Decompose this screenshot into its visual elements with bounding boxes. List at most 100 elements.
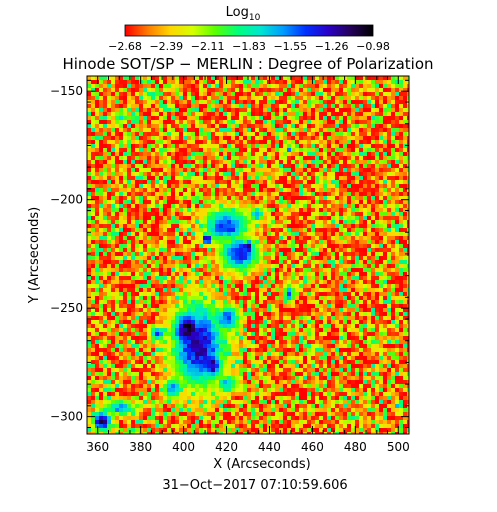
heatmap-cell (391, 220, 396, 225)
heatmap-cell (279, 92, 284, 97)
heatmap-cell (115, 76, 120, 81)
heatmap-cell (115, 124, 120, 129)
heatmap-cell (275, 80, 280, 85)
heatmap-cell (399, 268, 404, 273)
heatmap-cell (279, 284, 284, 289)
heatmap-cell (159, 256, 164, 261)
heatmap-cell (335, 288, 340, 293)
heatmap-cell (159, 232, 164, 237)
heatmap-cell (151, 136, 156, 141)
heatmap-cell (123, 176, 128, 181)
heatmap-cell (259, 228, 264, 233)
heatmap-cell (311, 164, 316, 169)
heatmap-cell (399, 308, 404, 313)
heatmap-cell (215, 320, 220, 325)
heatmap-cell (287, 188, 292, 193)
heatmap-cell (87, 264, 92, 269)
heatmap-cell (279, 184, 284, 189)
heatmap-cell (147, 168, 152, 173)
heatmap-cell (159, 184, 164, 189)
heatmap-cell (263, 216, 268, 221)
heatmap-cell (267, 260, 272, 265)
heatmap-cell (243, 196, 248, 201)
heatmap-cell (263, 244, 268, 249)
heatmap-cell (195, 220, 200, 225)
heatmap-cell (151, 268, 156, 273)
heatmap-cell (163, 284, 168, 289)
heatmap-cell (275, 136, 280, 141)
heatmap-cell (243, 268, 248, 273)
heatmap-cell (139, 104, 144, 109)
heatmap-cell (99, 296, 104, 301)
heatmap-cell (287, 260, 292, 265)
heatmap-cell (171, 224, 176, 229)
heatmap-cell (155, 88, 160, 93)
heatmap-cell (259, 116, 264, 121)
heatmap-cell (351, 112, 356, 117)
heatmap-cell (251, 132, 256, 137)
heatmap-cell (103, 272, 108, 277)
heatmap-cell (195, 128, 200, 133)
heatmap-cell (103, 196, 108, 201)
heatmap-cell (191, 304, 196, 309)
heatmap-cell (383, 208, 388, 213)
heatmap-cell (343, 212, 348, 217)
heatmap-cell (91, 292, 96, 297)
heatmap-cell (371, 168, 376, 173)
heatmap-cell (295, 132, 300, 137)
heatmap-cell (159, 88, 164, 93)
heatmap-cell (299, 288, 304, 293)
heatmap-cell (327, 104, 332, 109)
heatmap-cell (203, 88, 208, 93)
heatmap-cell (343, 252, 348, 257)
heatmap-cell (335, 240, 340, 245)
heatmap-cell (379, 136, 384, 141)
heatmap-cell (163, 260, 168, 265)
heatmap-cell (279, 100, 284, 105)
heatmap-cell (291, 76, 296, 81)
heatmap-cell (155, 136, 160, 141)
heatmap-cell (379, 92, 384, 97)
heatmap-cell (379, 216, 384, 221)
heatmap-cell (203, 84, 208, 89)
heatmap-cell (215, 240, 220, 245)
heatmap-cell (355, 288, 360, 293)
heatmap-cell (403, 296, 408, 301)
heatmap-cell (143, 240, 148, 245)
heatmap-cell (131, 132, 136, 137)
heatmap-cell (227, 256, 232, 261)
heatmap-cell (399, 176, 404, 181)
heatmap-cell (335, 188, 340, 193)
heatmap-cell (147, 240, 152, 245)
heatmap-cell (383, 296, 388, 301)
heatmap-cell (107, 152, 112, 157)
heatmap-cell (167, 120, 172, 125)
heatmap-cell (155, 228, 160, 233)
heatmap-cell (195, 108, 200, 113)
heatmap-cell (131, 232, 136, 237)
heatmap-cell (247, 84, 252, 89)
heatmap-cell (395, 280, 400, 285)
heatmap-cell (183, 180, 188, 185)
heatmap-cell (127, 236, 132, 241)
heatmap-cell (307, 236, 312, 241)
heatmap-cell (387, 92, 392, 97)
heatmap-cell (239, 120, 244, 125)
heatmap-cell (259, 188, 264, 193)
heatmap-cell (103, 136, 108, 141)
heatmap-cell (219, 108, 224, 113)
heatmap-cell (123, 188, 128, 193)
heatmap-cell (223, 76, 228, 81)
heatmap-cell (183, 264, 188, 269)
heatmap-cell (395, 284, 400, 289)
heatmap-cell (299, 136, 304, 141)
heatmap-cell (243, 312, 248, 317)
heatmap-cell (331, 176, 336, 181)
heatmap-cell (167, 244, 172, 249)
heatmap-cell (179, 104, 184, 109)
heatmap-cell (123, 80, 128, 85)
heatmap-cell (271, 92, 276, 97)
heatmap-cell (191, 316, 196, 321)
heatmap-cell (271, 120, 276, 125)
heatmap-cell (143, 148, 148, 153)
